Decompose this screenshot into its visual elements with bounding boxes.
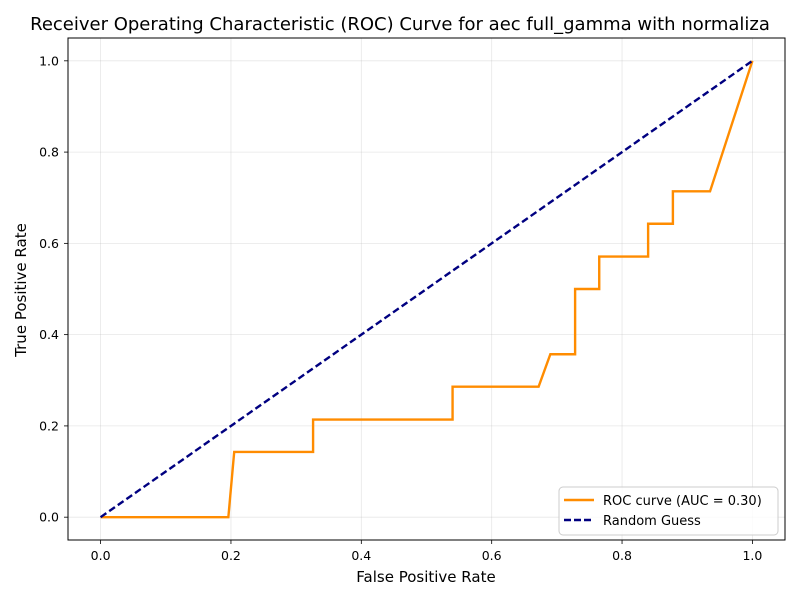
x-tick-label: 1.0 [742, 548, 762, 563]
x-tick-label: 0.8 [612, 548, 632, 563]
legend-label-roc: ROC curve (AUC = 0.30) [603, 494, 762, 509]
x-tick-label: 0.0 [91, 548, 111, 563]
y-tick-label: 0.4 [39, 327, 59, 342]
legend: ROC curve (AUC = 0.30) Random Guess [558, 486, 779, 536]
ticks: 0.0 0.2 0.4 0.6 0.8 1.0 0.0 0.2 0.4 0.6 0.8 1.0 [39, 53, 762, 563]
y-tick-label: 0.6 [39, 236, 59, 251]
y-tick-label: 1.0 [39, 53, 59, 68]
y-tick-label: 0.8 [39, 145, 59, 160]
y-tick-label: 0.2 [39, 418, 59, 433]
x-tick-label: 0.2 [221, 548, 241, 563]
roc-curve-line [100, 60, 754, 519]
y-tick-label: 0.0 [39, 510, 59, 525]
legend-box [558, 486, 779, 536]
chart-title: Receiver Operating Characteristic (ROC) … [30, 14, 770, 35]
plot-frame [67, 37, 786, 541]
x-tick-label: 0.4 [351, 548, 371, 563]
y-axis-label: True Positive Rate [12, 223, 30, 358]
legend-label-random: Random Guess [603, 514, 701, 529]
random-guess-line [99, 59, 754, 519]
x-axis-label: False Positive Rate [356, 568, 495, 586]
x-tick-label: 0.6 [482, 548, 502, 563]
series-layer [99, 59, 754, 519]
